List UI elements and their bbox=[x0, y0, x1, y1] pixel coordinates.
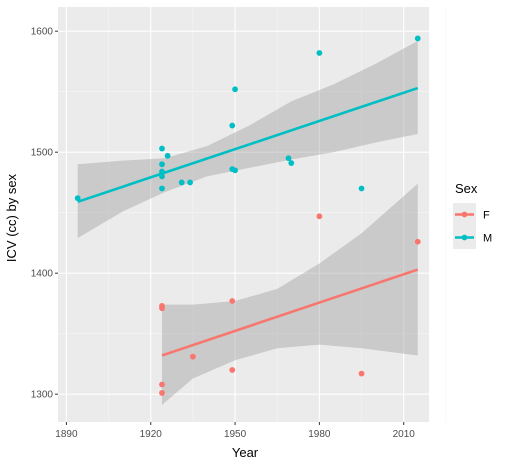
data-point-M bbox=[187, 179, 193, 186]
data-point-M bbox=[285, 155, 292, 162]
data-point-M bbox=[74, 195, 81, 202]
data-point-F bbox=[229, 367, 236, 373]
confidence-band-F bbox=[161, 183, 418, 406]
x-tick-label: 1980 bbox=[308, 429, 331, 440]
data-point-F bbox=[316, 213, 323, 220]
fit-lines bbox=[77, 86, 419, 357]
data-point-M bbox=[164, 152, 171, 159]
data-point-F bbox=[358, 370, 365, 377]
grid-major bbox=[58, 7, 429, 422]
legend-title: Sex bbox=[455, 181, 478, 196]
data-points bbox=[74, 35, 421, 396]
data-point-F bbox=[159, 305, 165, 312]
data-point-M bbox=[232, 86, 238, 93]
y-tick-label: 1300 bbox=[31, 390, 54, 401]
data-point-M bbox=[159, 145, 165, 152]
legend-label-M: M bbox=[483, 233, 492, 245]
plot-panel bbox=[58, 7, 429, 422]
data-point-M bbox=[178, 179, 185, 186]
data-point-M bbox=[358, 185, 365, 192]
y-tick-label: 1600 bbox=[31, 27, 54, 38]
data-point-F bbox=[190, 353, 196, 360]
grid-minor bbox=[58, 7, 447, 422]
data-point-M bbox=[159, 168, 165, 175]
x-tick-label: 2010 bbox=[393, 429, 416, 440]
axes: 1890 1920 1950 1980 2010 1300 1400 1500 1600 bbox=[31, 27, 416, 440]
x-tick-label: 1950 bbox=[224, 429, 247, 440]
data-point-F bbox=[159, 390, 165, 396]
legend: Sex FM bbox=[453, 181, 492, 249]
legend-key-point bbox=[461, 234, 468, 241]
data-point-M bbox=[159, 173, 165, 180]
y-tick-label: 1400 bbox=[31, 269, 54, 280]
data-point-M bbox=[159, 161, 165, 168]
data-point-M bbox=[229, 122, 236, 129]
data-point-F bbox=[159, 381, 165, 388]
data-point-M bbox=[232, 167, 238, 174]
x-axis-title: Year bbox=[232, 445, 259, 460]
data-point-F bbox=[229, 298, 236, 304]
data-point-M bbox=[316, 50, 323, 56]
data-point-M bbox=[159, 185, 165, 192]
fit-line-F bbox=[161, 268, 419, 357]
data-point-M bbox=[288, 160, 295, 166]
fit-line-M bbox=[77, 86, 419, 204]
y-axis-title: ICV (cc) by sex bbox=[4, 173, 19, 262]
x-tick-label: 1890 bbox=[55, 429, 78, 440]
legend-key-point bbox=[461, 211, 468, 218]
legend-label-F: F bbox=[483, 210, 490, 222]
data-point-M bbox=[414, 35, 421, 42]
y-tick-label: 1500 bbox=[31, 148, 54, 159]
x-tick-label: 1920 bbox=[140, 429, 163, 440]
data-point-F bbox=[414, 238, 421, 245]
